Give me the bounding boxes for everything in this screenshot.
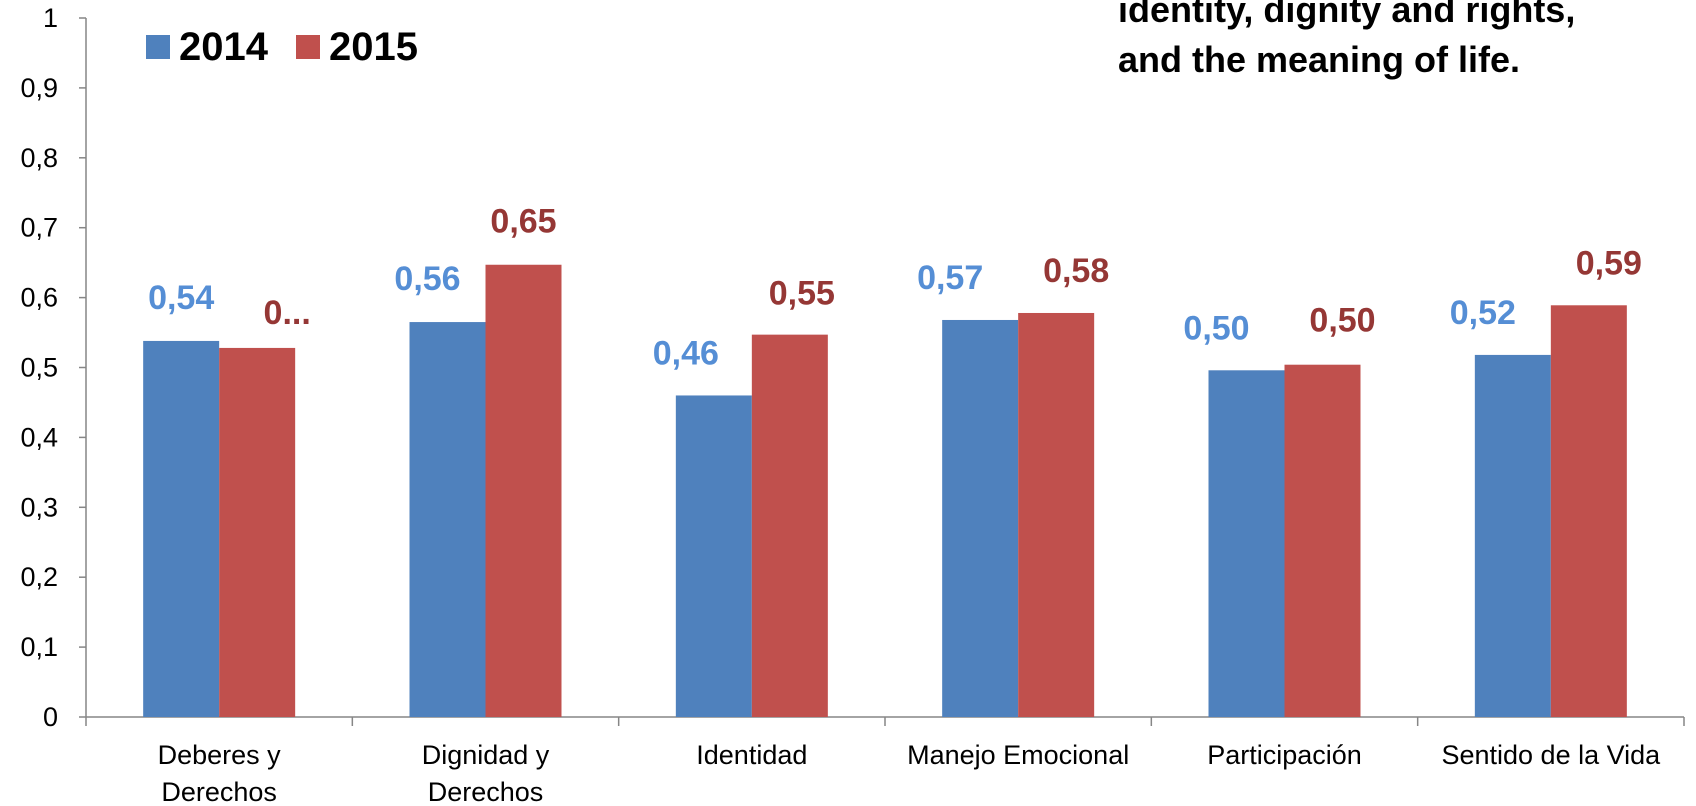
data-label-bg — [759, 273, 844, 312]
bar-2014 — [1474, 354, 1551, 717]
data-label-bg — [481, 201, 566, 240]
data-label-bg — [1300, 300, 1385, 339]
data-label: 0,55 — [769, 275, 835, 313]
data-label: 0,59 — [1576, 244, 1642, 282]
legend-swatch-2014 — [146, 35, 170, 59]
x-category-label: Dignidad y Derechos — [422, 740, 550, 806]
y-tick-label: 0,6 — [20, 283, 58, 313]
bar-2014 — [675, 395, 752, 717]
x-category-label: Deberes y Derechos — [158, 740, 282, 806]
data-label-bg — [1440, 292, 1525, 331]
bar-2015 — [219, 347, 296, 717]
axes: 0 0,1 0,2 0,3 0,4 0,5 0,6 0,7 0,8 0,9 1 Deberes y De… — [20, 3, 1685, 806]
y-tick-label: 0,8 — [20, 143, 58, 173]
legend-label-2014: 2014 — [179, 25, 269, 69]
data-label: 0... — [264, 294, 311, 332]
data-label: 0,58 — [1043, 252, 1109, 290]
data-label: 0,50 — [1183, 309, 1249, 347]
data-label-bg — [1034, 250, 1119, 289]
bar-2014 — [1208, 370, 1285, 717]
data-label-bg — [385, 259, 470, 298]
legend-swatch-2015 — [296, 35, 320, 59]
bar-2015 — [751, 334, 828, 717]
data-label-bg — [139, 277, 224, 316]
data-label: 0,54 — [148, 279, 214, 317]
data-label: 0,56 — [394, 260, 460, 298]
bars — [143, 264, 1627, 717]
bar-2015 — [1550, 305, 1627, 717]
y-tick-label: 0,3 — [20, 492, 58, 522]
y-tick-label: 0,5 — [20, 353, 58, 383]
y-tick-label: 0,9 — [20, 73, 58, 103]
data-label-bg — [908, 257, 993, 296]
bar-2014 — [143, 340, 220, 717]
legend-label-2015: 2015 — [329, 25, 418, 69]
annotation-line: identity, dignity and rights, — [1118, 0, 1575, 30]
annotation-line: and the meaning of life. — [1118, 39, 1520, 80]
y-tick-label: 0 — [43, 702, 58, 732]
data-label-bg — [245, 292, 330, 331]
y-tick-label: 0,1 — [20, 632, 58, 662]
bar-2015 — [1284, 364, 1361, 717]
data-label: 0,46 — [653, 334, 719, 372]
y-tick-label: 0,7 — [20, 213, 58, 243]
y-tick-label: 0,2 — [20, 562, 58, 592]
data-label: 0,50 — [1309, 302, 1375, 340]
x-category-label: Sentido de la Vida — [1441, 740, 1661, 770]
legend: 2014 2015 — [146, 25, 418, 69]
y-tick-label: 1 — [43, 3, 58, 33]
data-label-bg — [643, 333, 728, 372]
x-category-label: Manejo Emocional — [907, 740, 1129, 770]
data-label-bg — [1566, 243, 1651, 282]
x-category-label: Participación — [1207, 740, 1362, 770]
bar-2015 — [1018, 312, 1095, 717]
bar-2015 — [485, 264, 562, 717]
annotation-text: identity, dignity and rights, and the mea… — [1118, 0, 1575, 80]
data-label: 0,65 — [490, 203, 556, 241]
y-tick-label: 0,4 — [20, 422, 58, 452]
data-labels: 0,54 0,56 0,46 0,57 0,50 0,52 0... 0,65 0,55 0,58… — [139, 201, 1651, 372]
data-label: 0,52 — [1450, 294, 1516, 332]
bar-2014 — [942, 319, 1019, 717]
bar-2014 — [409, 322, 486, 717]
data-label-bg — [1174, 308, 1259, 347]
data-label: 0,57 — [917, 259, 983, 297]
x-category-label: Identidad — [696, 740, 807, 770]
